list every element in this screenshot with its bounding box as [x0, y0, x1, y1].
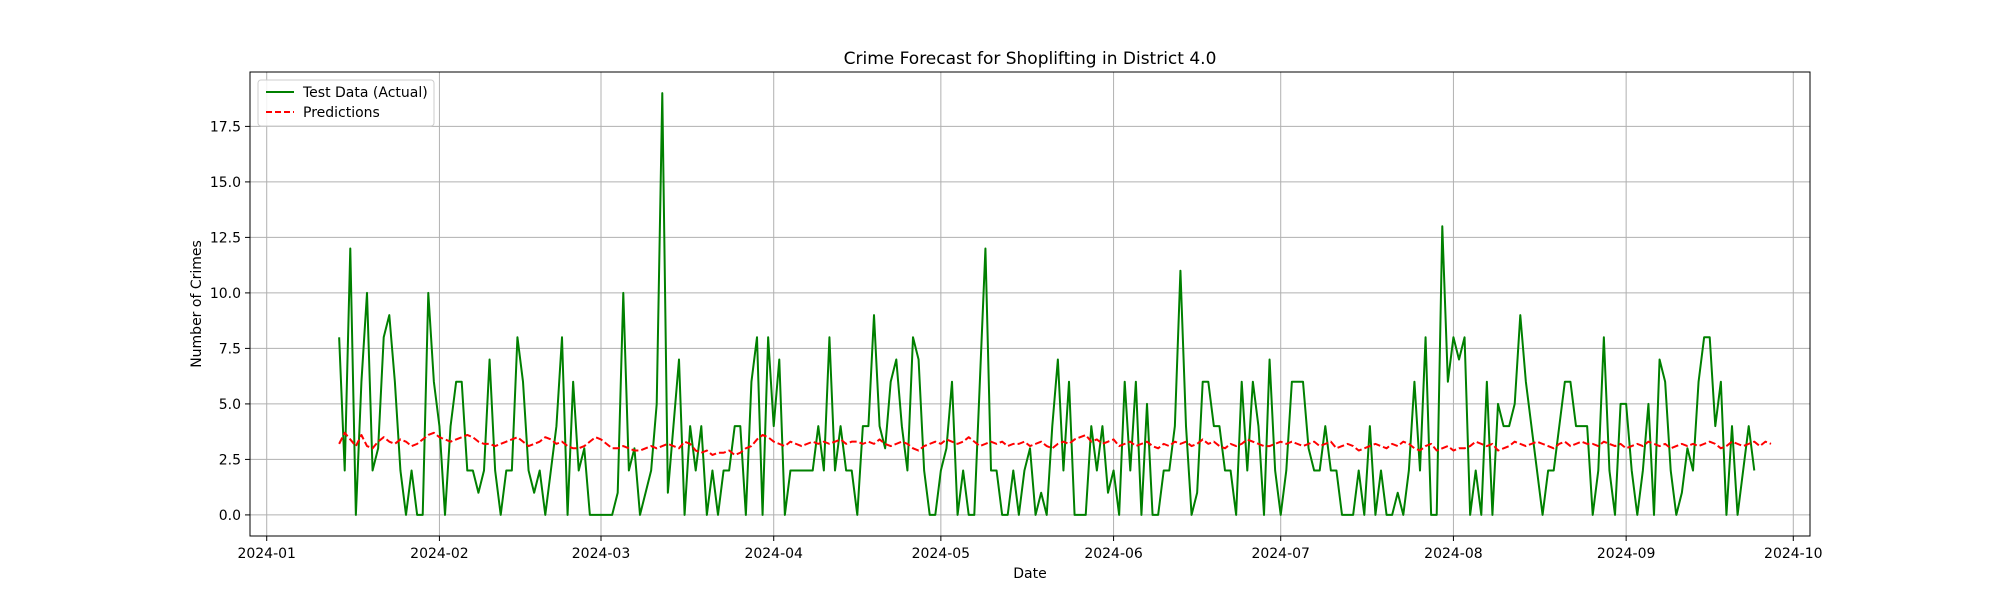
legend: Test Data (Actual) Predictions	[257, 79, 435, 127]
chart-title: Crime Forecast for Shoplifting in Distri…	[844, 49, 1217, 69]
y-axis-label: Number of Crimes	[189, 240, 205, 368]
x-axis-label: Date	[1013, 566, 1046, 582]
x-tick-label: 2024-06	[1084, 546, 1143, 562]
legend-label-actual: Test Data (Actual)	[302, 85, 428, 101]
x-tick-label: 2024-07	[1251, 546, 1310, 562]
y-tick-label: 7.5	[219, 341, 241, 357]
y-tick-label: 0.0	[219, 508, 241, 524]
legend-box	[257, 79, 435, 127]
series-line-actual	[338, 92, 1756, 516]
y-axis-ticks: 0.0 2.5 5.0 7.5 10.0 12.5 15.0 17.5	[210, 119, 250, 524]
x-tick-label: 2024-10	[1764, 546, 1823, 562]
x-tick-label: 2024-08	[1424, 546, 1483, 562]
x-tick-label: 2024-09	[1597, 546, 1656, 562]
y-tick-label: 17.5	[210, 119, 241, 135]
y-tick-label: 15.0	[210, 175, 241, 191]
x-tick-label: 2024-05	[912, 546, 971, 562]
legend-label-predictions: Predictions	[303, 105, 380, 121]
y-tick-label: 10.0	[210, 286, 241, 302]
x-axis-ticks: 2024-01 2024-02 2024-03 2024-04 2024-05 2024-…	[237, 536, 1823, 562]
plot-series	[338, 92, 1772, 516]
x-tick-label: 2024-02	[410, 546, 469, 562]
y-tick-label: 5.0	[219, 397, 241, 413]
x-tick-label: 2024-03	[572, 546, 631, 562]
x-tick-label: 2024-01	[237, 546, 296, 562]
y-tick-label: 12.5	[210, 230, 241, 246]
x-tick-label: 2024-04	[744, 546, 803, 562]
series-line-predictions	[338, 431, 1772, 456]
grid	[250, 72, 1810, 536]
y-tick-label: 2.5	[219, 452, 241, 468]
plot-frame	[249, 71, 1811, 537]
